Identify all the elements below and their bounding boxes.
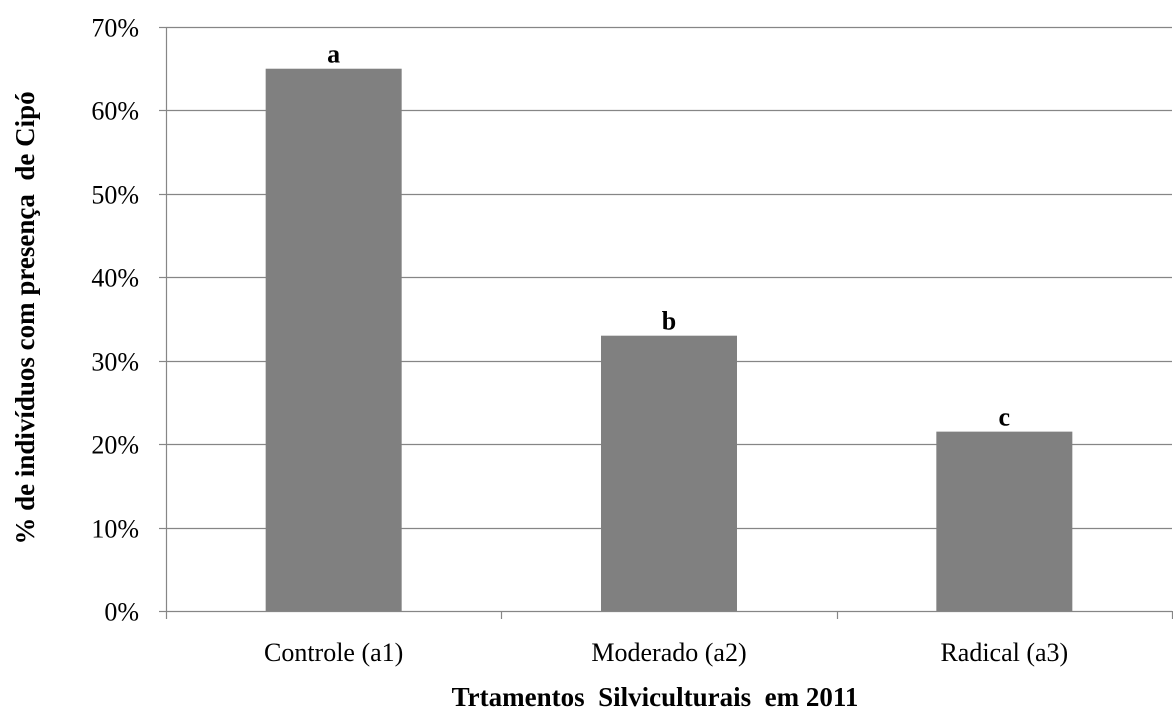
data-label: a <box>327 40 340 69</box>
x-tick-label: Controle (a1) <box>264 638 403 667</box>
x-tick-label: Radical (a3) <box>940 638 1068 667</box>
y-axis-title: % de indivíduos com presença de Cipó <box>10 91 40 544</box>
bar <box>265 68 402 611</box>
x-tick-labels: Controle (a1) Moderado (a2) Radical (a3) <box>264 638 1068 667</box>
y-tick-label: 20% <box>91 431 139 460</box>
y-tick-label: 30% <box>91 348 139 377</box>
axes <box>159 26 1173 619</box>
y-tick-labels: 0% 10% 20% 30% 40% 50% 60% 70% <box>91 14 139 627</box>
bars <box>265 68 1073 611</box>
data-labels: a b c <box>327 40 1010 432</box>
bar <box>936 431 1073 611</box>
bar <box>601 335 737 611</box>
y-tick-label: 70% <box>91 14 139 43</box>
x-axis-title: Trtamentos Silviculturais em 2011 <box>452 682 859 712</box>
y-tick-label: 60% <box>91 97 139 126</box>
y-tick-label: 0% <box>104 598 139 627</box>
y-tick-label: 40% <box>91 264 139 293</box>
data-label: c <box>999 403 1011 432</box>
y-tick-label: 10% <box>91 515 139 544</box>
x-tick-label: Moderado (a2) <box>591 638 746 667</box>
data-label: b <box>662 307 676 336</box>
y-tick-label: 50% <box>91 181 139 210</box>
